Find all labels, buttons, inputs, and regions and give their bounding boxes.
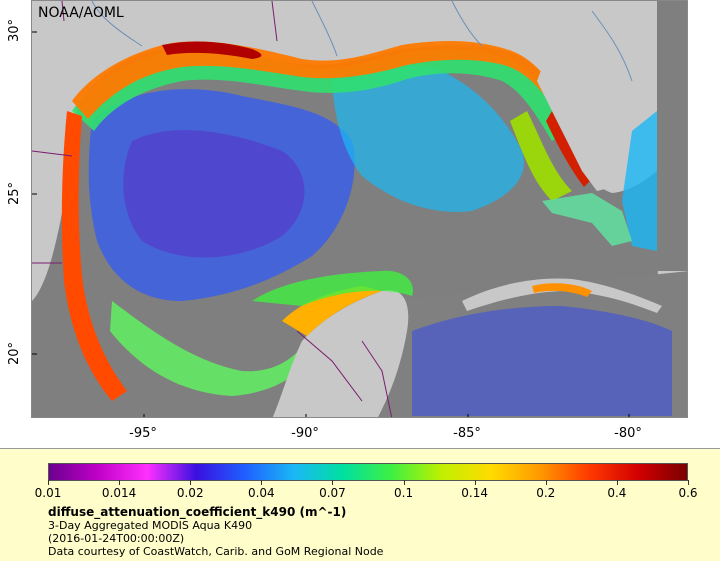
colorbar-tick-label: 0.014 — [101, 486, 137, 500]
mexico-southwest-coast-green — [110, 301, 322, 396]
florida-keys-orange — [542, 193, 632, 246]
campeche-bank-green — [252, 270, 413, 306]
cuba-north-coast-orange — [532, 283, 592, 297]
lon-label-90: -90° — [291, 426, 319, 441]
caribbean-low-k490 — [412, 306, 672, 416]
gulf-of-mexico-map — [32, 1, 687, 417]
colorbar-tickmark — [474, 480, 476, 485]
north-coast-green — [72, 49, 567, 141]
colorbar-tick-label: 0.04 — [247, 486, 275, 500]
colorbar-tickmark — [403, 480, 405, 485]
colorbar-tickmark — [48, 480, 49, 485]
variable-name: diffuse_attenuation_coefficient_k490 (m^… — [48, 505, 347, 519]
axis-ticks — [32, 31, 630, 417]
dataset-name: 3-Day Aggregated MODIS Aqua K490 — [48, 519, 253, 532]
cuba-island — [462, 278, 662, 313]
lon-label-80: -80° — [614, 426, 642, 441]
colorbar-tickmark — [261, 480, 263, 485]
colorbar-tick-label: 0.14 — [461, 486, 489, 500]
florida-peninsula — [537, 41, 642, 191]
time-stamp: (2016-01-24T00:00:00Z) — [48, 532, 185, 545]
campeche-bank-yellow — [282, 286, 382, 336]
colorbar-tick-label: 0.1 — [394, 486, 414, 500]
colorbar-tick-label: 0.02 — [176, 486, 204, 500]
colorbar-tick-label: 0.01 — [34, 486, 62, 500]
map-credit: NOAA/AOML — [38, 5, 124, 21]
colorbar-tick-label: 0.6 — [678, 486, 698, 500]
western-gulf-purple-speckle — [123, 130, 305, 258]
rivers — [91, 1, 633, 82]
central-gulf-cyan — [332, 64, 524, 212]
lon-label-95: -95° — [129, 426, 157, 441]
atlantic-east-florida — [622, 111, 657, 251]
data-courtesy: Data courtesy of CoastWatch, Carib. and … — [48, 545, 384, 558]
yucatan-peninsula — [272, 290, 409, 417]
legend-panel: diffuse_attenuation_coefficient_k490 (m^… — [0, 448, 720, 561]
map-panel: NOAA/AOML — [31, 0, 688, 418]
political-borders — [32, 1, 393, 417]
lat-label-25: 25° — [7, 181, 22, 205]
north-coast-orange — [72, 41, 572, 121]
colorbar-tick-label: 0.2 — [536, 486, 556, 500]
colorbar-tickmark — [332, 480, 334, 485]
mexico-west-coast-red — [61, 111, 127, 401]
colorbar-tick-label: 0.4 — [607, 486, 627, 500]
north-coast-red — [162, 41, 262, 59]
colorbar-tickmark — [616, 480, 618, 485]
lon-label-85: -85° — [453, 426, 481, 441]
lat-label-20: 20° — [7, 341, 22, 365]
colorbar-tick-label: 0.07 — [319, 486, 346, 500]
lat-label-30: 30° — [7, 18, 22, 42]
florida-coast-green — [510, 111, 572, 201]
colorbar-tickmark — [688, 480, 689, 485]
colorbar-tickmark — [545, 480, 547, 485]
colorbar — [48, 463, 688, 481]
atlantic-gray-east — [657, 1, 687, 271]
colorbar-tickmark — [190, 480, 192, 485]
colorbar-tickmark — [119, 480, 121, 485]
